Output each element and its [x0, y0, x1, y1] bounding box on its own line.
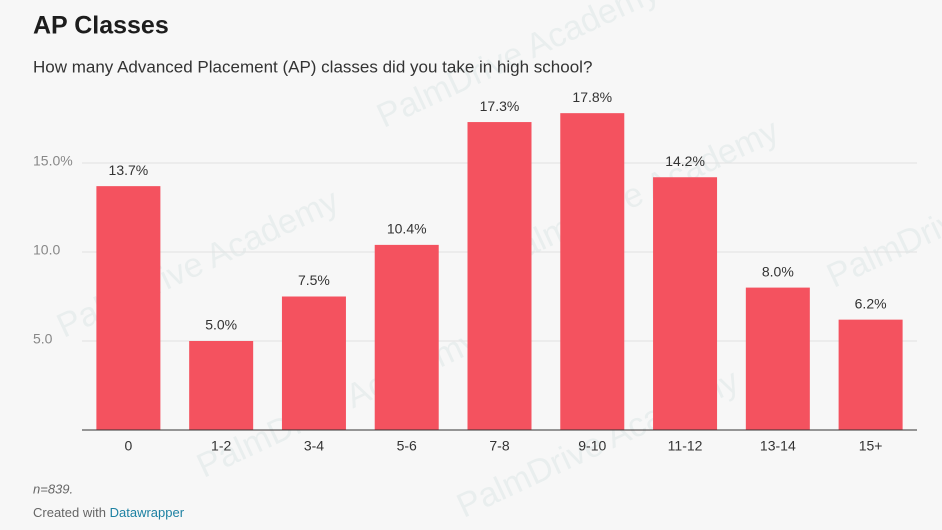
watermark: PalmDrive Academy	[491, 112, 784, 276]
bar	[374, 244, 439, 430]
value-label: 7.5%	[298, 272, 330, 288]
bar	[281, 296, 346, 430]
note: n=839.	[33, 481, 73, 496]
value-label: 8.0%	[762, 263, 794, 279]
chart-subtitle: How many Advanced Placement (AP) classes…	[33, 57, 592, 76]
x-tick-label: 9-10	[578, 438, 606, 454]
y-tick-label: 5.0	[33, 331, 53, 347]
value-label: 17.8%	[572, 89, 612, 105]
value-label: 10.4%	[387, 221, 427, 237]
value-label: 5.0%	[205, 317, 237, 333]
bar	[467, 122, 532, 430]
bar	[745, 287, 810, 430]
x-tick-label: 1-2	[211, 438, 231, 454]
credit-link[interactable]: Datawrapper	[110, 505, 185, 520]
value-label: 13.7%	[109, 162, 149, 178]
bar	[189, 341, 254, 430]
bar	[653, 177, 718, 430]
x-tick-label: 7-8	[489, 438, 509, 454]
x-tick-label: 13-14	[760, 438, 796, 454]
x-tick-label: 5-6	[397, 438, 417, 454]
credit-text: Created with	[33, 505, 106, 520]
y-tick-label: 10.0	[33, 242, 60, 258]
credit: Created with Datawrapper	[33, 505, 185, 520]
watermark: PalmDrive Academy	[821, 132, 942, 296]
chart-title: AP Classes	[33, 12, 169, 40]
bar	[838, 319, 903, 430]
x-tick-label: 11-12	[668, 438, 703, 454]
bar	[96, 186, 161, 430]
x-tick-label: 0	[124, 438, 132, 454]
value-label: 6.2%	[855, 295, 887, 311]
x-tick-label: 15+	[859, 438, 883, 454]
x-tick-label: 3-4	[304, 438, 324, 454]
y-tick-label: 15.0%	[33, 153, 73, 169]
value-label: 14.2%	[665, 153, 705, 169]
value-label: 17.3%	[480, 98, 520, 114]
bar	[560, 113, 625, 430]
